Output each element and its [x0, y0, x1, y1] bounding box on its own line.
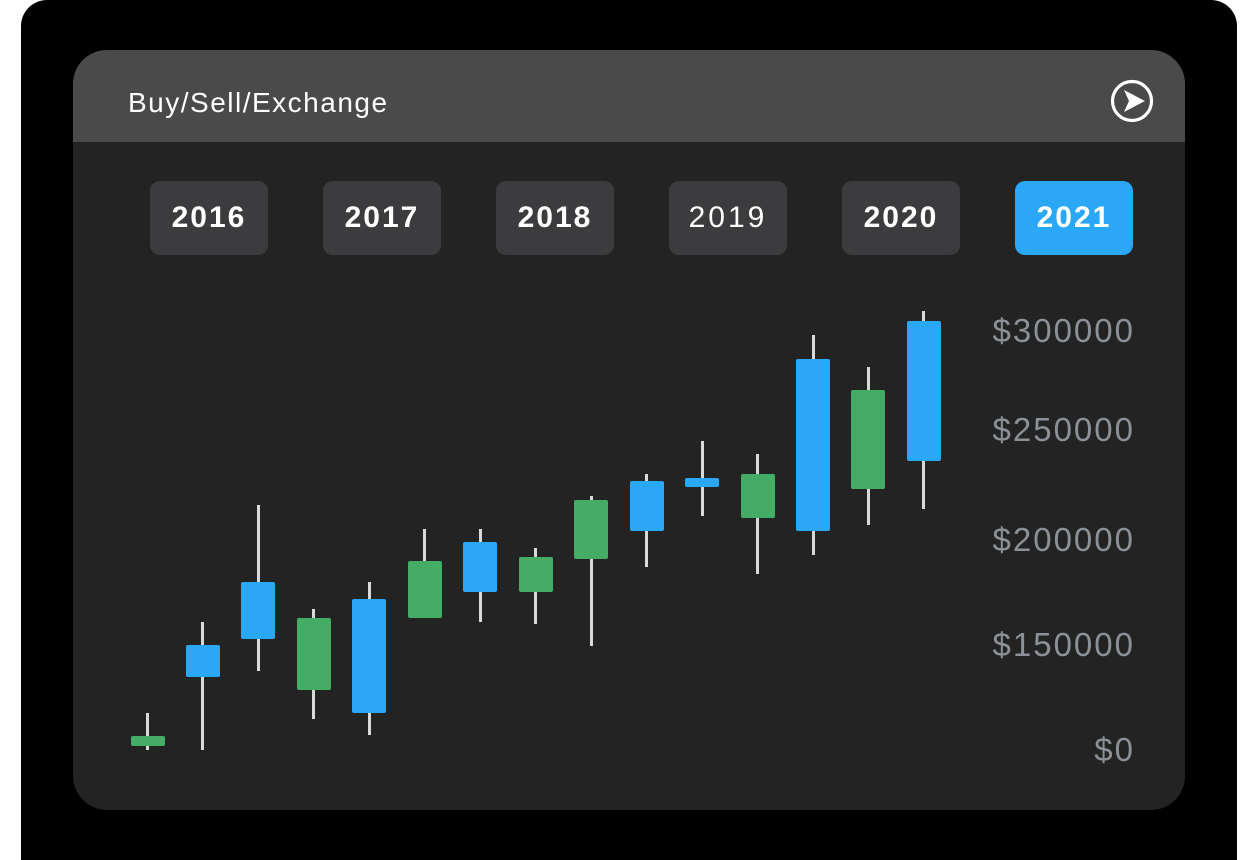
candle-body	[796, 358, 831, 532]
candle-body	[130, 736, 165, 746]
candle-body	[463, 542, 498, 593]
candle-body	[185, 645, 220, 678]
candle-body	[685, 478, 720, 488]
candle-wick	[589, 496, 593, 646]
widget-panel: Buy/Sell/Exchange 2016 2017 2018 2019 2020 20…	[73, 50, 1185, 810]
candle-body	[574, 500, 609, 559]
y-axis-label: $150000	[992, 626, 1135, 663]
tab-2021[interactable]: 2021	[1015, 181, 1133, 255]
y-axis-label: $300000	[992, 312, 1135, 349]
candle-body	[296, 617, 331, 690]
tab-2018[interactable]: 2018	[496, 181, 614, 255]
tab-2020[interactable]: 2020	[842, 181, 960, 255]
widget-header: Buy/Sell/Exchange	[73, 50, 1185, 142]
candle-wick	[146, 712, 149, 750]
tab-2019[interactable]: 2019	[669, 181, 787, 255]
y-axis-label: $0	[1094, 731, 1135, 768]
candle-body	[241, 582, 276, 639]
candle-body	[851, 390, 886, 490]
play-arrow-icon	[1110, 79, 1154, 123]
candle-body	[906, 321, 941, 461]
widget-title: Buy/Sell/Exchange	[128, 87, 389, 118]
candle-body	[352, 598, 387, 713]
candle-body	[407, 561, 442, 618]
candle-wick	[201, 621, 205, 750]
tab-2016[interactable]: 2016	[150, 181, 268, 255]
y-axis-label: $250000	[992, 411, 1135, 448]
play-arrow-button[interactable]	[1109, 78, 1155, 124]
y-axis-label: $200000	[992, 521, 1135, 558]
candlestick-chart	[73, 50, 1185, 810]
tab-2017[interactable]: 2017	[323, 181, 441, 255]
candle-body	[740, 474, 775, 518]
candle-body	[518, 556, 553, 593]
candle-body	[629, 480, 664, 532]
